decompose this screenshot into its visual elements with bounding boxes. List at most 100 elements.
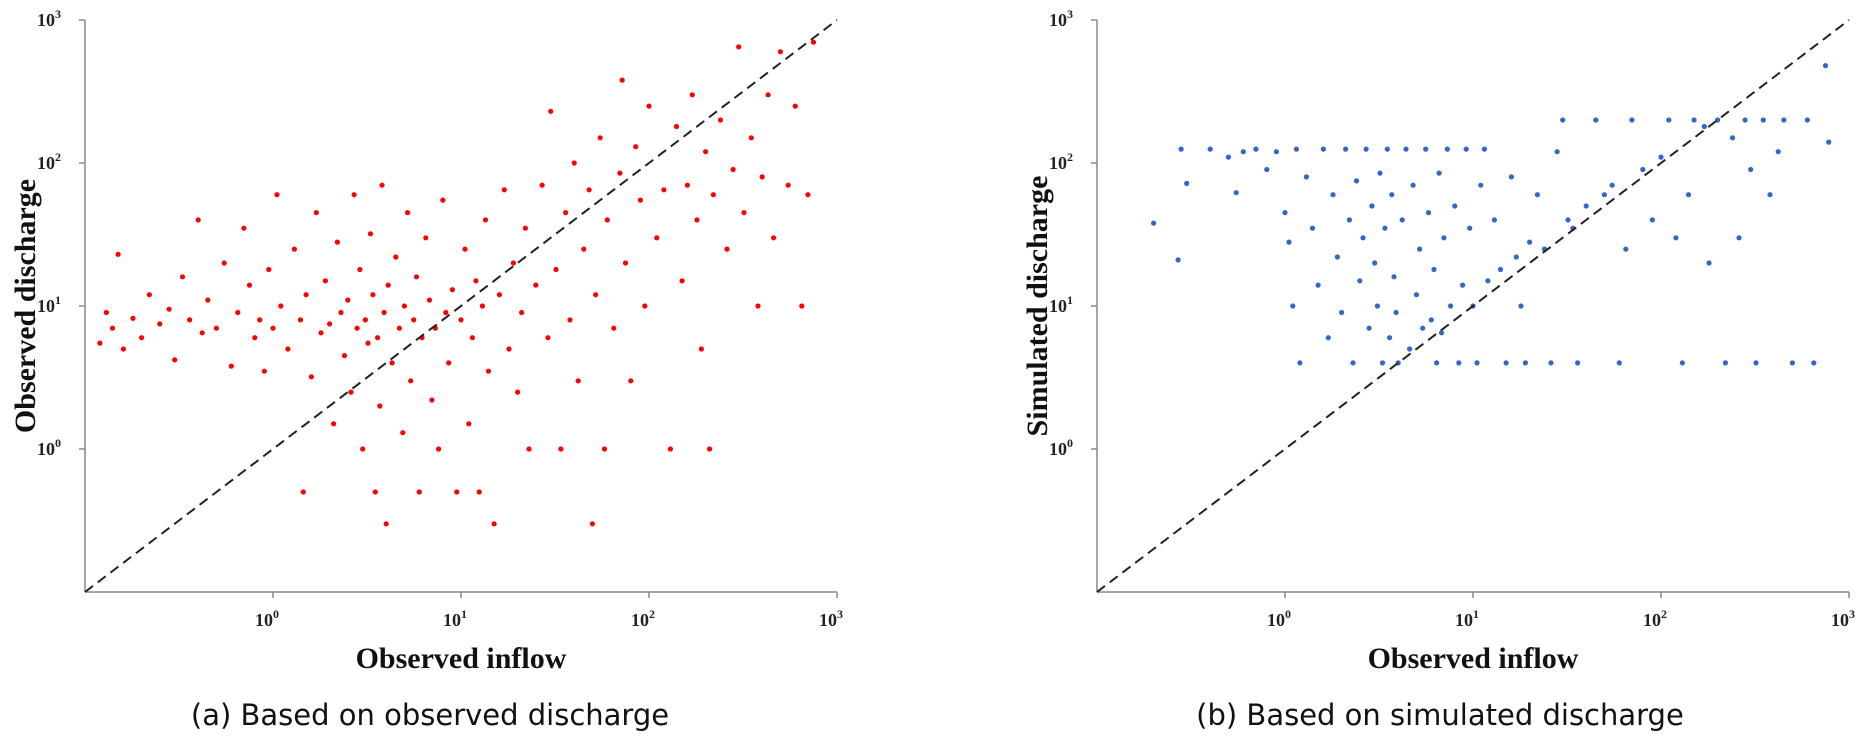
data-point	[1575, 360, 1581, 366]
data-point	[506, 346, 512, 352]
x-tick-label: 103	[1831, 607, 1855, 630]
data-point	[575, 378, 581, 384]
data-point	[383, 521, 389, 527]
data-point	[318, 330, 324, 336]
data-point	[1420, 325, 1426, 331]
data-point	[1403, 146, 1409, 152]
data-point	[1649, 217, 1655, 223]
y-axis-title: Observed discharge	[9, 179, 42, 433]
data-point	[533, 282, 539, 288]
x-tick-label: 100	[1267, 607, 1291, 630]
data-point	[1382, 225, 1388, 231]
data-point	[436, 446, 442, 452]
data-point	[1508, 174, 1514, 180]
y-tick-label: 103	[1049, 7, 1073, 30]
data-point	[1363, 146, 1369, 152]
data-point	[642, 303, 648, 309]
data-point	[1822, 63, 1829, 69]
data-point	[611, 325, 617, 331]
data-point	[187, 317, 193, 323]
data-point	[1343, 146, 1349, 152]
data-point	[462, 246, 468, 252]
data-point	[1290, 303, 1296, 309]
data-point	[1393, 309, 1399, 316]
data-point	[429, 397, 435, 403]
data-point	[1548, 360, 1554, 366]
data-point	[411, 317, 417, 323]
data-point	[1706, 260, 1712, 266]
data-point	[1658, 154, 1664, 160]
data-point	[341, 353, 348, 359]
data-point	[235, 309, 241, 316]
data-point	[571, 160, 577, 166]
data-point	[426, 297, 433, 303]
data-point	[351, 192, 357, 198]
data-point	[241, 225, 247, 231]
data-point	[1360, 235, 1366, 241]
data-point	[1425, 210, 1432, 216]
data-point	[389, 360, 395, 366]
x-tick-label: 102	[631, 607, 655, 630]
data-point	[139, 335, 145, 341]
data-point	[619, 77, 625, 83]
data-point	[1583, 203, 1589, 209]
data-point	[385, 282, 391, 288]
data-point	[1434, 360, 1440, 366]
data-point	[1384, 146, 1390, 152]
data-point	[365, 340, 371, 346]
data-point	[205, 297, 211, 303]
data-point	[278, 303, 284, 309]
data-point	[628, 378, 634, 384]
data-point	[362, 317, 368, 323]
data-point	[1286, 239, 1292, 245]
data-point	[1513, 254, 1519, 260]
data-point	[1369, 203, 1375, 209]
data-point	[1534, 192, 1540, 198]
data-point	[1325, 335, 1331, 341]
data-point	[1423, 146, 1429, 152]
data-point	[563, 210, 569, 216]
data-point	[213, 325, 219, 331]
data-point	[1389, 192, 1395, 198]
data-point	[1320, 146, 1326, 152]
data-point	[1640, 166, 1646, 173]
data-point	[1253, 146, 1259, 152]
data-point	[637, 197, 644, 203]
data-point	[408, 378, 414, 384]
data-point	[1781, 117, 1787, 123]
data-point	[199, 330, 205, 336]
data-point	[377, 403, 383, 409]
data-point	[1527, 239, 1533, 245]
data-point	[1428, 317, 1434, 323]
data-point	[707, 446, 713, 452]
data-point	[313, 210, 319, 216]
data-point	[717, 117, 724, 123]
data-point	[684, 182, 691, 188]
data-point	[548, 108, 554, 114]
data-point	[416, 489, 422, 495]
data-point	[1444, 146, 1450, 152]
data-point	[476, 489, 482, 495]
data-point	[646, 103, 652, 109]
data-point	[354, 325, 360, 331]
y-tick-label: 100	[37, 436, 61, 459]
data-point	[1350, 360, 1356, 366]
data-points	[97, 39, 817, 527]
data-point	[297, 317, 304, 323]
data-point	[589, 521, 596, 527]
data-point	[1387, 335, 1393, 341]
data-point	[360, 446, 366, 452]
panel-caption: (b) Based on simulated discharge	[1196, 698, 1684, 732]
data-point	[703, 149, 709, 155]
one-to-one-reference-line	[84, 19, 838, 593]
data-point	[228, 363, 234, 369]
data-point	[633, 144, 639, 150]
data-point	[1485, 278, 1491, 284]
data-point	[1436, 170, 1442, 176]
data-point	[1175, 257, 1181, 263]
data-point	[413, 274, 420, 280]
data-point	[1297, 360, 1303, 366]
data-point	[1497, 266, 1504, 273]
data-point	[285, 346, 291, 352]
